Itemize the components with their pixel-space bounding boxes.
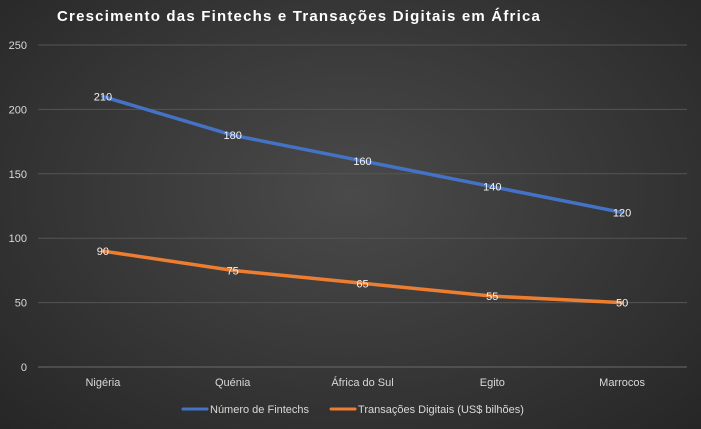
chart-title: Crescimento das Fintechs e Transações Di… xyxy=(57,8,542,25)
data-label: 90 xyxy=(97,246,109,258)
data-label: 65 xyxy=(356,278,368,290)
x-tick-label: África do Sul xyxy=(331,376,393,389)
legend-label: Número de Fintechs xyxy=(210,404,310,416)
series-line-1 xyxy=(101,249,624,305)
x-tick-label: Marrocos xyxy=(599,377,645,389)
gridlines xyxy=(38,44,687,368)
data-label: 75 xyxy=(227,265,239,277)
y-tick-label: 0 xyxy=(21,362,27,374)
y-tick-label: 50 xyxy=(15,298,27,310)
data-label: 140 xyxy=(483,182,501,194)
legend: Número de Fintechs Transações Digitais (U… xyxy=(181,404,524,416)
data-label: 120 xyxy=(613,207,631,219)
y-tick-label: 200 xyxy=(9,104,27,116)
x-tick-label: Egito xyxy=(480,377,505,389)
x-axis-ticks: Nigéria Quénia África do Sul Egito Marrocos xyxy=(85,376,645,389)
data-label: 210 xyxy=(94,92,112,104)
y-tick-label: 250 xyxy=(9,40,27,52)
data-label: 160 xyxy=(353,156,371,168)
series-lines xyxy=(101,94,624,305)
y-axis-ticks: 0 50 100 150 200 250 xyxy=(9,40,27,374)
y-tick-label: 150 xyxy=(9,169,27,181)
data-label: 50 xyxy=(616,298,628,310)
y-tick-label: 100 xyxy=(9,233,27,245)
data-label: 180 xyxy=(224,130,242,142)
x-tick-label: Nigéria xyxy=(85,377,121,389)
legend-label: Transações Digitais (US$ bilhões) xyxy=(358,404,524,416)
data-label: 55 xyxy=(486,291,498,303)
data-labels: 210 180 160 140 120 90 75 65 55 50 xyxy=(94,92,632,310)
series-line-0 xyxy=(101,94,624,215)
x-tick-label: Quénia xyxy=(215,377,251,389)
